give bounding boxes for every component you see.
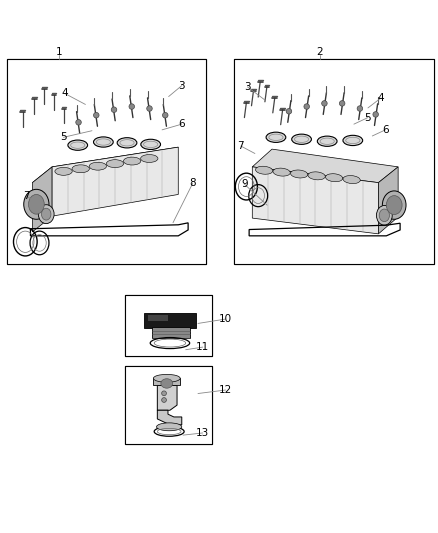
Polygon shape	[252, 149, 398, 183]
Text: 4: 4	[378, 93, 385, 103]
Ellipse shape	[379, 209, 389, 222]
Ellipse shape	[317, 136, 337, 147]
Polygon shape	[52, 147, 178, 216]
Bar	[152, 327, 190, 337]
Text: 3: 3	[244, 82, 251, 92]
Ellipse shape	[161, 379, 173, 388]
Text: 9: 9	[241, 179, 248, 189]
Ellipse shape	[28, 195, 44, 214]
Ellipse shape	[153, 374, 180, 382]
Text: 12: 12	[219, 385, 232, 395]
Ellipse shape	[273, 168, 290, 176]
Text: 2: 2	[316, 47, 323, 57]
Ellipse shape	[39, 205, 54, 224]
Polygon shape	[32, 147, 178, 183]
Text: 13: 13	[196, 428, 209, 438]
Bar	[125, 295, 212, 356]
Ellipse shape	[382, 191, 406, 219]
Polygon shape	[157, 410, 182, 425]
Circle shape	[129, 104, 134, 109]
Ellipse shape	[292, 134, 311, 144]
Text: 7: 7	[23, 191, 30, 201]
Ellipse shape	[72, 165, 89, 173]
Ellipse shape	[93, 137, 113, 147]
Text: 10: 10	[219, 314, 232, 324]
Circle shape	[111, 107, 117, 112]
Bar	[234, 59, 434, 264]
Ellipse shape	[156, 423, 182, 431]
Circle shape	[76, 119, 81, 125]
Text: 8: 8	[189, 178, 196, 188]
Circle shape	[357, 106, 363, 111]
Ellipse shape	[106, 160, 124, 167]
Bar	[125, 366, 212, 444]
Circle shape	[286, 109, 292, 114]
Polygon shape	[378, 167, 398, 234]
Text: 6: 6	[382, 125, 389, 135]
Circle shape	[339, 101, 345, 106]
Circle shape	[162, 112, 168, 118]
Circle shape	[162, 398, 166, 402]
Ellipse shape	[24, 189, 49, 219]
Ellipse shape	[290, 170, 308, 178]
Text: 7: 7	[237, 141, 244, 151]
Polygon shape	[157, 385, 177, 410]
Text: 6: 6	[178, 119, 185, 129]
Circle shape	[373, 112, 378, 117]
Bar	[125, 366, 212, 444]
Circle shape	[321, 101, 327, 106]
Bar	[7, 59, 206, 264]
Ellipse shape	[255, 166, 273, 174]
Ellipse shape	[343, 175, 360, 183]
Text: 11: 11	[196, 342, 209, 352]
Polygon shape	[32, 167, 52, 232]
Circle shape	[304, 104, 310, 109]
Bar	[144, 313, 195, 328]
Text: 5: 5	[60, 132, 67, 142]
Ellipse shape	[376, 206, 392, 225]
Ellipse shape	[55, 167, 72, 175]
Ellipse shape	[117, 138, 137, 148]
Ellipse shape	[386, 196, 402, 215]
Bar	[125, 295, 212, 356]
Ellipse shape	[325, 174, 343, 182]
Text: 4: 4	[61, 88, 68, 99]
Circle shape	[94, 112, 99, 118]
Text: 1: 1	[56, 47, 63, 57]
Circle shape	[162, 391, 166, 395]
Ellipse shape	[266, 132, 286, 142]
Ellipse shape	[68, 140, 88, 150]
Circle shape	[147, 106, 152, 111]
Bar	[7, 59, 206, 264]
Bar	[234, 59, 434, 264]
Ellipse shape	[89, 162, 106, 170]
Ellipse shape	[308, 172, 325, 180]
Ellipse shape	[124, 157, 141, 165]
Polygon shape	[252, 167, 378, 234]
Bar	[148, 314, 168, 320]
Ellipse shape	[141, 139, 160, 150]
Ellipse shape	[141, 155, 158, 163]
Bar	[153, 378, 180, 385]
Ellipse shape	[343, 135, 363, 146]
Text: 5: 5	[364, 112, 371, 123]
Text: 3: 3	[178, 80, 185, 91]
Ellipse shape	[42, 208, 51, 220]
